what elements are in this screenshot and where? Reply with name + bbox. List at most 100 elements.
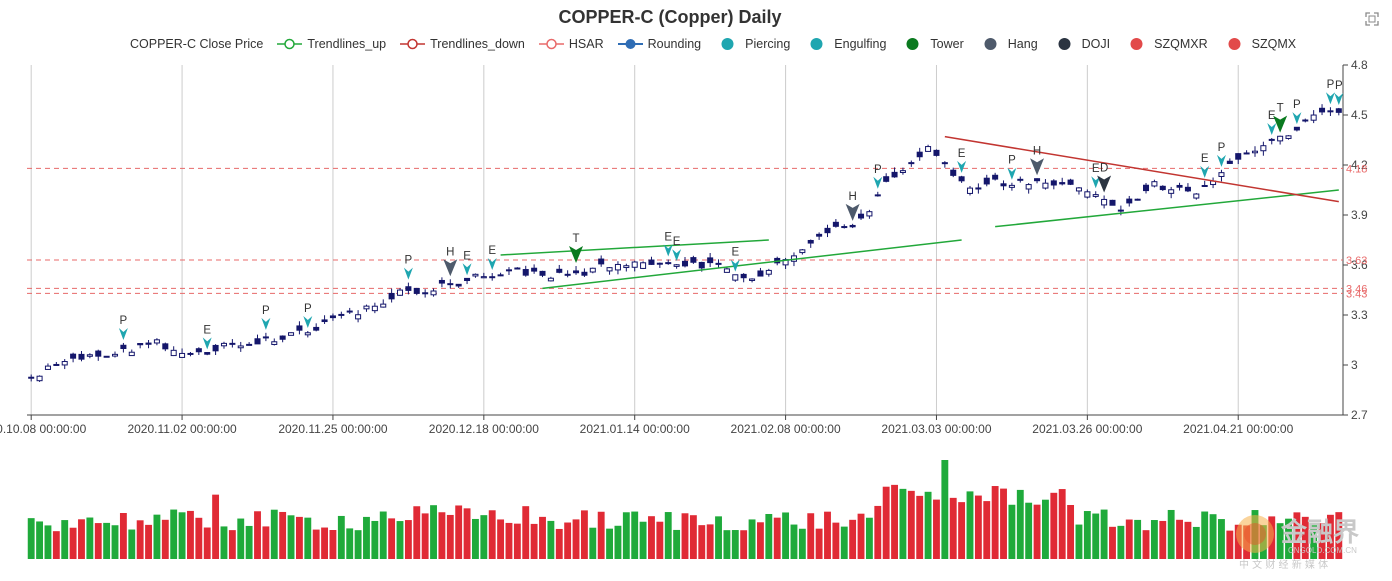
volume-bar	[882, 486, 890, 559]
pattern-marker-label: E	[958, 148, 966, 160]
candle-body	[1059, 182, 1066, 185]
candle-body	[1017, 178, 1024, 181]
legend-marker-icon	[1058, 38, 1071, 50]
pattern-marker-label: E	[664, 231, 672, 243]
volume-bar	[505, 522, 513, 559]
volume-bar	[1067, 504, 1075, 559]
candle-body	[841, 226, 848, 229]
volume-bar	[438, 512, 446, 559]
candle-body	[1184, 186, 1191, 192]
legend-marker-icon	[984, 38, 997, 50]
chart-legend: COPPER-C Close Price Trendlines_up Trendli…	[130, 35, 1310, 53]
candle-body	[1034, 178, 1041, 182]
candle-body	[623, 265, 630, 269]
legend-item[interactable]: Engulfing	[804, 37, 886, 51]
pattern-marker-label: P	[1335, 80, 1343, 92]
x-tick-label: 2020.11.25 00:00:00	[278, 422, 388, 436]
pattern-marker-label: E	[203, 324, 211, 336]
x-tick-label: 2021.04.21 00:00:00	[1183, 422, 1293, 436]
candle-body	[44, 365, 51, 370]
volume-bar	[237, 518, 245, 559]
candle-body	[757, 270, 764, 277]
volume-bar	[404, 520, 412, 559]
volume-bar	[287, 515, 295, 559]
candle-body	[338, 313, 345, 316]
candle-body	[363, 305, 370, 310]
candle-body	[204, 352, 211, 355]
legend-item[interactable]: COPPER-C Close Price	[130, 37, 263, 51]
legend-marker-icon	[1130, 38, 1143, 50]
legend-item[interactable]: Piercing	[715, 37, 790, 51]
volume-bar	[488, 510, 496, 559]
legend-item[interactable]: Hang	[978, 37, 1038, 51]
volume-bar	[606, 528, 613, 559]
candle-body	[1050, 180, 1057, 186]
volume-bar	[203, 527, 211, 559]
volume-bar	[497, 519, 505, 559]
legend-label: DOJI	[1081, 37, 1111, 51]
legend-marker-icon	[810, 38, 823, 50]
pattern-marker-label: E	[488, 245, 496, 257]
x-tick-label: 2020.12.18 00:00:00	[429, 422, 539, 436]
pattern-marker-arrow	[1334, 92, 1344, 105]
candle-body	[170, 349, 177, 357]
legend-item[interactable]: Trendlines_down	[400, 37, 525, 51]
volume-bar	[547, 520, 555, 559]
candle-body	[698, 261, 705, 269]
pattern-marker-arrow	[957, 160, 967, 173]
volume-bar	[379, 511, 387, 559]
candle-body	[1235, 153, 1242, 160]
candle-body	[992, 174, 999, 180]
candle-body	[606, 267, 613, 272]
candle-body	[975, 187, 982, 190]
candle-body	[237, 345, 244, 349]
legend-marker-icon	[400, 38, 426, 50]
candle-body	[1260, 145, 1267, 152]
legend-item[interactable]: Tower	[900, 37, 964, 51]
candle-body	[749, 278, 756, 281]
watermark-site: CNGOLD.COM.CN	[1288, 546, 1357, 555]
candle-body	[313, 326, 320, 331]
candle-body	[355, 314, 362, 320]
volume-bar	[681, 513, 689, 559]
candle-body	[581, 271, 588, 276]
watermark-brand: 金融界	[1280, 517, 1359, 548]
candle-body	[715, 262, 722, 265]
volume-bar	[991, 486, 999, 559]
candle-body	[413, 287, 420, 294]
volume-bar	[689, 515, 697, 559]
legend-item[interactable]: SZQMX	[1222, 37, 1296, 51]
candle-body	[505, 269, 512, 272]
candle-body	[874, 194, 881, 197]
legend-item[interactable]: Trendlines_up	[277, 37, 386, 51]
fullscreen-icon[interactable]	[1365, 12, 1379, 26]
candle-body	[1201, 184, 1208, 187]
volume-bar	[849, 519, 857, 559]
candle-body	[70, 353, 77, 359]
pattern-marker-arrow	[443, 259, 458, 277]
y-tick-label: 3.3	[1351, 308, 1368, 322]
legend-item[interactable]: Rounding	[617, 37, 701, 51]
candle-body	[1117, 209, 1124, 212]
volume-bar	[924, 491, 932, 559]
candle-body	[1168, 189, 1175, 194]
volume-bar	[798, 528, 806, 559]
volume-bar	[212, 494, 220, 559]
legend-item[interactable]: DOJI	[1052, 37, 1110, 51]
volume-bar	[480, 515, 488, 559]
candle-body	[908, 162, 915, 165]
pattern-marker-arrow	[1091, 176, 1101, 189]
x-tick-label: 2020.10.08 00:00:00	[0, 422, 87, 436]
volume-bar	[933, 499, 940, 559]
legend-item[interactable]: HSAR	[538, 37, 604, 51]
pattern-marker-label: E	[731, 247, 739, 259]
watermark-tagline: 中 文 财 经 新 媒 体	[1239, 558, 1328, 571]
volume-bar	[1000, 488, 1007, 559]
pattern-marker-arrow	[1267, 123, 1277, 136]
pattern-marker-arrow	[730, 259, 740, 272]
pattern-marker-arrow	[1292, 112, 1302, 125]
volume-bar	[1008, 504, 1016, 559]
volume-bar	[1142, 530, 1150, 559]
legend-item[interactable]: SZQMXR	[1124, 37, 1208, 51]
volume-bar	[530, 523, 538, 559]
